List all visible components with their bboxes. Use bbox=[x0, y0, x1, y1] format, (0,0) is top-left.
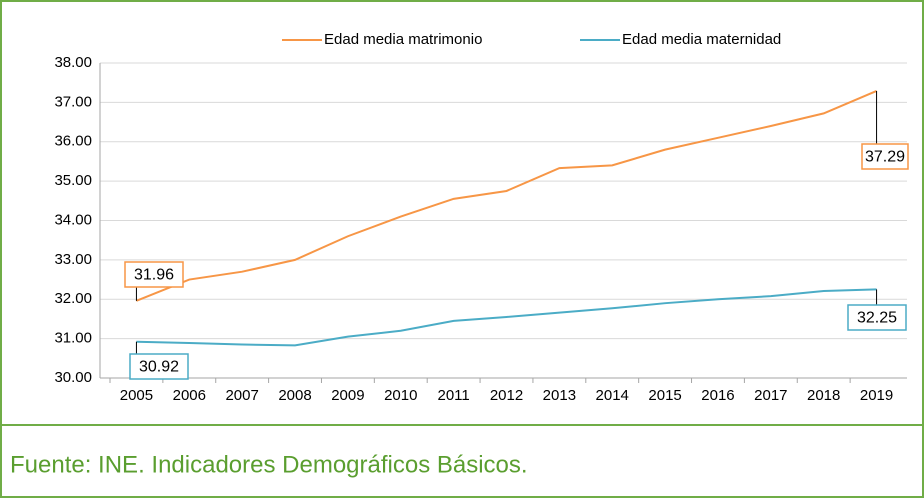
x-tick-label: 2019 bbox=[860, 387, 893, 404]
y-tick-label: 38.00 bbox=[54, 54, 92, 71]
x-tick-label: 2018 bbox=[807, 387, 840, 404]
legend-label: Edad media matrimonio bbox=[324, 31, 482, 48]
data-label: 37.29 bbox=[865, 149, 905, 166]
x-tick-label: 2015 bbox=[648, 387, 681, 404]
y-tick-label: 32.00 bbox=[54, 290, 92, 307]
y-tick-label: 33.00 bbox=[54, 251, 92, 268]
data-label: 30.92 bbox=[139, 359, 179, 376]
y-tick-label: 35.00 bbox=[54, 172, 92, 189]
x-tick-label: 2013 bbox=[543, 387, 576, 404]
y-tick-label: 36.00 bbox=[54, 133, 92, 150]
series-line bbox=[136, 288, 877, 347]
y-tick-label: 34.00 bbox=[54, 211, 92, 228]
x-tick-label: 2006 bbox=[173, 387, 206, 404]
label-box bbox=[129, 353, 189, 380]
x-tick-label: 2017 bbox=[754, 387, 787, 404]
y-tick-label: 31.00 bbox=[54, 330, 92, 347]
x-tick-label: 2008 bbox=[278, 387, 311, 404]
x-tick-label: 2011 bbox=[438, 387, 470, 404]
x-tick-label: 2014 bbox=[596, 387, 629, 404]
series-line bbox=[136, 90, 877, 302]
legend-label: Edad media maternidad bbox=[622, 31, 781, 48]
y-tick-label: 37.00 bbox=[54, 93, 92, 110]
x-tick-label: 2009 bbox=[331, 387, 364, 404]
x-tick-label: 2005 bbox=[120, 387, 153, 404]
data-label: 31.96 bbox=[134, 267, 174, 284]
label-box bbox=[124, 261, 184, 288]
source: Fuente: INE. Indicadores Demográficos Bá… bbox=[10, 451, 528, 478]
x-tick-label: 2012 bbox=[490, 387, 523, 404]
label-box bbox=[861, 143, 909, 170]
label-box bbox=[847, 304, 907, 331]
data-label: 32.25 bbox=[857, 310, 897, 327]
x-tick-label: 2016 bbox=[701, 387, 734, 404]
x-tick-label: 2007 bbox=[225, 387, 258, 404]
y-tick-label: 30.00 bbox=[54, 369, 92, 386]
x-tick-label: 2010 bbox=[384, 387, 417, 404]
